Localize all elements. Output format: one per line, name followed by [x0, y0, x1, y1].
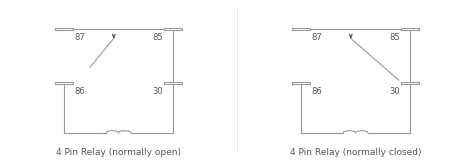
- Text: 85: 85: [389, 33, 400, 42]
- Text: 87: 87: [311, 33, 322, 42]
- Text: 85: 85: [152, 33, 163, 42]
- Text: 86: 86: [74, 87, 85, 96]
- Text: 86: 86: [311, 87, 322, 96]
- Text: 4 Pin Relay (normally closed): 4 Pin Relay (normally closed): [290, 148, 421, 157]
- Text: 30: 30: [152, 87, 163, 96]
- Text: 30: 30: [389, 87, 400, 96]
- Text: 4 Pin Relay (normally open): 4 Pin Relay (normally open): [56, 148, 181, 157]
- Text: 87: 87: [74, 33, 85, 42]
